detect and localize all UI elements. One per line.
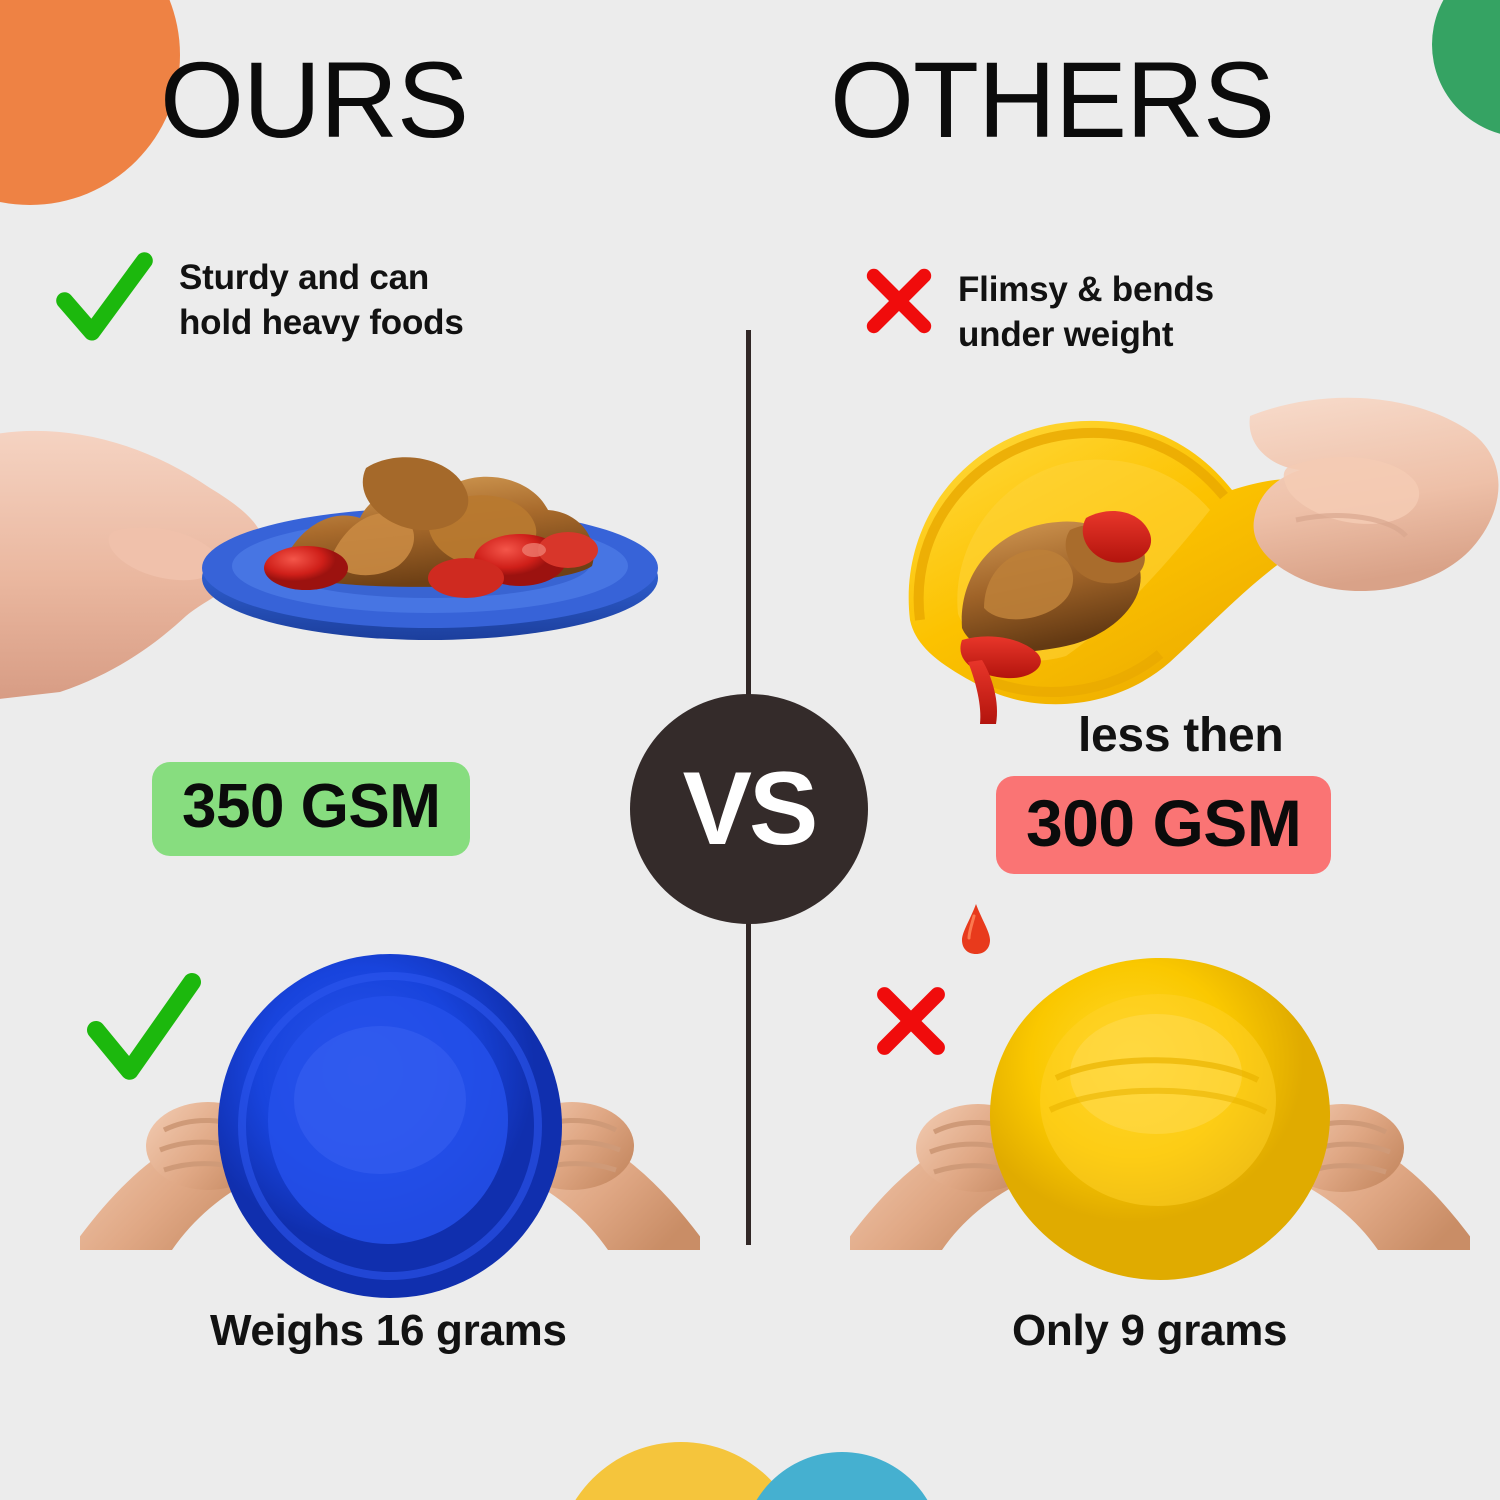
ketchup-drip-icon [960, 902, 992, 954]
photo-hand-bending-yellow-plate [850, 370, 1500, 730]
vs-badge: VS [630, 694, 868, 924]
caption-ours-prefix: Weighs [210, 1306, 376, 1355]
check-icon [52, 246, 157, 351]
check-icon-bottom [84, 970, 204, 1090]
decorative-circle-green [1432, 0, 1500, 137]
caption-ours-number: 16 [375, 1306, 425, 1355]
caption-others-suffix: grams [1144, 1306, 1288, 1355]
photo-hand-holding-blue-plate [0, 400, 700, 700]
photo-two-hands-yellow-plate [850, 950, 1470, 1300]
bullet-others: Flimsy & bends under weight [862, 264, 1214, 358]
caption-others: Only 9 grams [1012, 1306, 1288, 1356]
gsm-badge-others: 300 GSM [996, 776, 1332, 874]
caption-ours: Weighs 16 grams [210, 1306, 567, 1356]
photo-two-hands-blue-plate [80, 950, 700, 1300]
caption-others-prefix: Only [1012, 1306, 1121, 1355]
cross-icon [862, 264, 936, 338]
decorative-circle-blue [742, 1452, 942, 1500]
cross-icon-bottom [872, 982, 950, 1060]
caption-ours-suffix: grams [424, 1306, 567, 1355]
decorative-circle-yellow [556, 1442, 806, 1500]
decorative-circle-orange [0, 0, 180, 205]
bullet-ours-label: Sturdy and can hold heavy foods [179, 258, 464, 342]
gsm-badge-ours: 350 GSM [152, 762, 471, 856]
vs-label: VS [682, 751, 819, 867]
less-then-label: less then [1078, 709, 1284, 762]
bullet-others-label: Flimsy & bends under weight [958, 270, 1214, 354]
bullet-ours: Sturdy and can hold heavy foods [52, 246, 464, 351]
column-title-ours: OURS [160, 39, 469, 160]
column-title-others: OTHERS [830, 39, 1275, 160]
caption-others-number: 9 [1120, 1306, 1145, 1355]
